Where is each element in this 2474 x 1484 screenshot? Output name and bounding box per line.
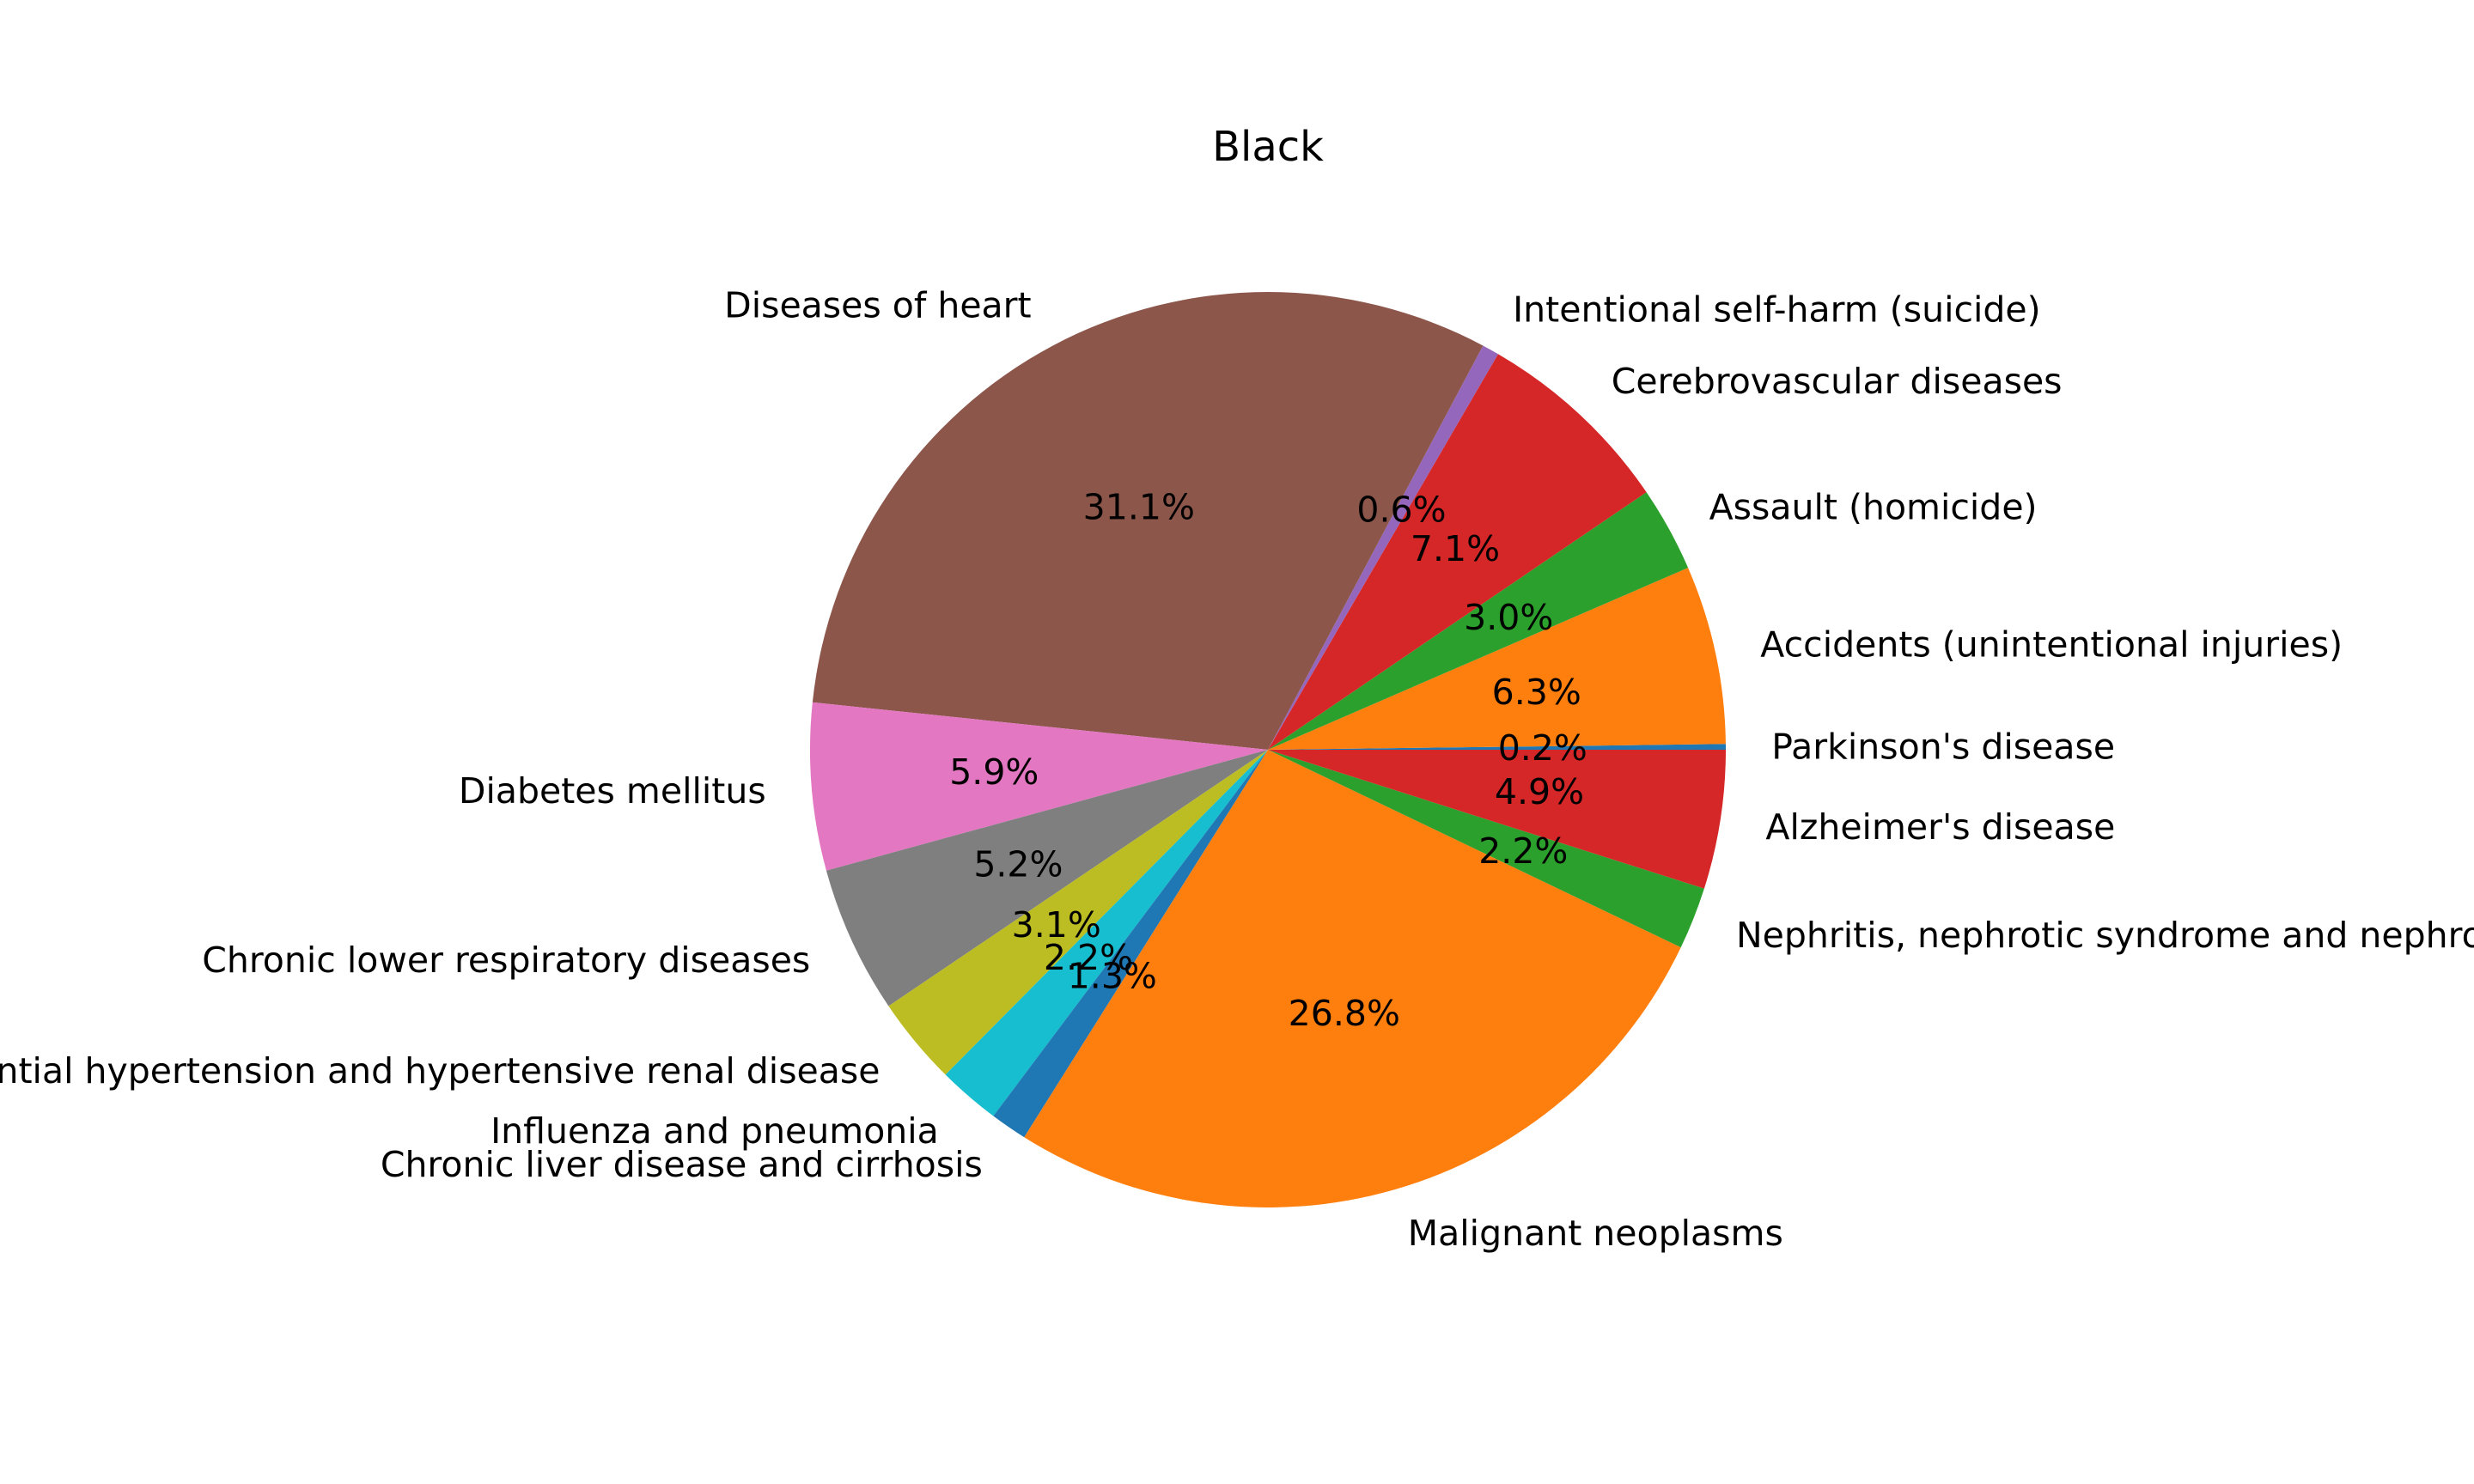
slice-label-nephritis-nephrotic-syndrome-and-nephrosis: Nephritis, nephrotic syndrome and nephro… bbox=[1736, 915, 2474, 956]
pie-slice-chronic-lower-respiratory-diseases bbox=[826, 750, 1268, 1007]
pie-slice-cerebrovascular-diseases bbox=[1268, 354, 1647, 750]
slice-percent-nephritis-nephrotic-syndrome-and-nephrosis: 2.2% bbox=[1478, 830, 1568, 872]
slice-label-diseases-of-heart: Diseases of heart bbox=[724, 284, 1031, 325]
slice-percent-parkinson-s-disease: 0.2% bbox=[1498, 727, 1587, 769]
slice-percent-intentional-self-harm-suicide: 0.6% bbox=[1356, 490, 1446, 531]
slice-label-parkinson-s-disease: Parkinson's disease bbox=[1771, 726, 2115, 767]
slice-percent-chronic-liver-disease-and-cirrhosis: 1.3% bbox=[1068, 956, 1157, 997]
pie-slice-nephritis-nephrotic-syndrome-and-nephrosis bbox=[1268, 750, 1704, 948]
slice-percent-influenza-and-pneumonia: 2.2% bbox=[1044, 937, 1133, 978]
slice-percent-essential-hypertension-and-hypertensive-renal-disease: 3.1% bbox=[1012, 904, 1101, 946]
pie-slice-parkinson-s-disease bbox=[1268, 744, 1727, 750]
slice-label-influenza-and-pneumonia: Influenza and pneumonia bbox=[491, 1110, 939, 1152]
slice-label-diabetes-mellitus: Diabetes mellitus bbox=[459, 770, 766, 812]
slice-percent-accidents-unintentional-injuries: 6.3% bbox=[1492, 672, 1581, 713]
slice-label-intentional-self-harm-suicide: Intentional self-harm (suicide) bbox=[1513, 289, 2041, 331]
slice-percent-malignant-neoplasms: 26.8% bbox=[1289, 993, 1400, 1034]
slice-percent-diabetes-mellitus: 5.9% bbox=[949, 751, 1039, 793]
pie-slice-influenza-and-pneumonia bbox=[945, 750, 1268, 1116]
pie-slice-chronic-liver-disease-and-cirrhosis bbox=[993, 750, 1268, 1138]
pie-slice-diseases-of-heart bbox=[812, 292, 1484, 750]
pie-slice-intentional-self-harm-suicide bbox=[1268, 345, 1498, 750]
category-labels: Parkinson's disease Accidents (unintentio… bbox=[0, 284, 2474, 1254]
slice-percent-alzheimer-s-disease: 4.9% bbox=[1495, 771, 1584, 812]
slice-label-alzheimer-s-disease: Alzheimer's disease bbox=[1765, 806, 2115, 848]
pie-slice-diabetes-mellitus bbox=[810, 702, 1268, 871]
pie-slice-alzheimer-s-disease bbox=[1268, 750, 1726, 889]
pie-slice-assault-homicide bbox=[1268, 492, 1689, 750]
slice-label-chronic-lower-respiratory-diseases: Chronic lower respiratory diseases bbox=[202, 940, 810, 981]
slice-label-essential-hypertension-and-hypertensive-renal-disease: Essential hypertension and hypertensive … bbox=[0, 1050, 881, 1092]
pie-slice-accidents-unintentional-injuries bbox=[1268, 568, 1726, 750]
pie-slice-essential-hypertension-and-hypertensive-renal-disease bbox=[888, 750, 1268, 1075]
pie-slices bbox=[810, 292, 1727, 1208]
slice-label-accidents-unintentional-injuries: Accidents (unintentional injuries) bbox=[1760, 623, 2343, 665]
slice-percent-chronic-lower-respiratory-diseases: 5.2% bbox=[973, 844, 1063, 885]
slice-label-malignant-neoplasms: Malignant neoplasms bbox=[1408, 1213, 1783, 1254]
chart-title: Black bbox=[1212, 123, 1324, 171]
pie-slice-malignant-neoplasms bbox=[1024, 750, 1681, 1208]
slice-percent-diseases-of-heart: 31.1% bbox=[1083, 487, 1195, 528]
slice-percent-cerebrovascular-diseases: 7.1% bbox=[1411, 528, 1500, 569]
percent-labels: 0.2%6.3%3.0%7.1%0.6%31.1%5.9%5.2%3.1%2.2… bbox=[949, 487, 1587, 1034]
slice-label-cerebrovascular-diseases: Cerebrovascular diseases bbox=[1612, 361, 2063, 402]
slice-label-chronic-liver-disease-and-cirrhosis: Chronic liver disease and cirrhosis bbox=[381, 1144, 983, 1185]
slice-label-assault-homicide: Assault (homicide) bbox=[1709, 486, 2038, 527]
slice-percent-assault-homicide: 3.0% bbox=[1464, 597, 1553, 638]
